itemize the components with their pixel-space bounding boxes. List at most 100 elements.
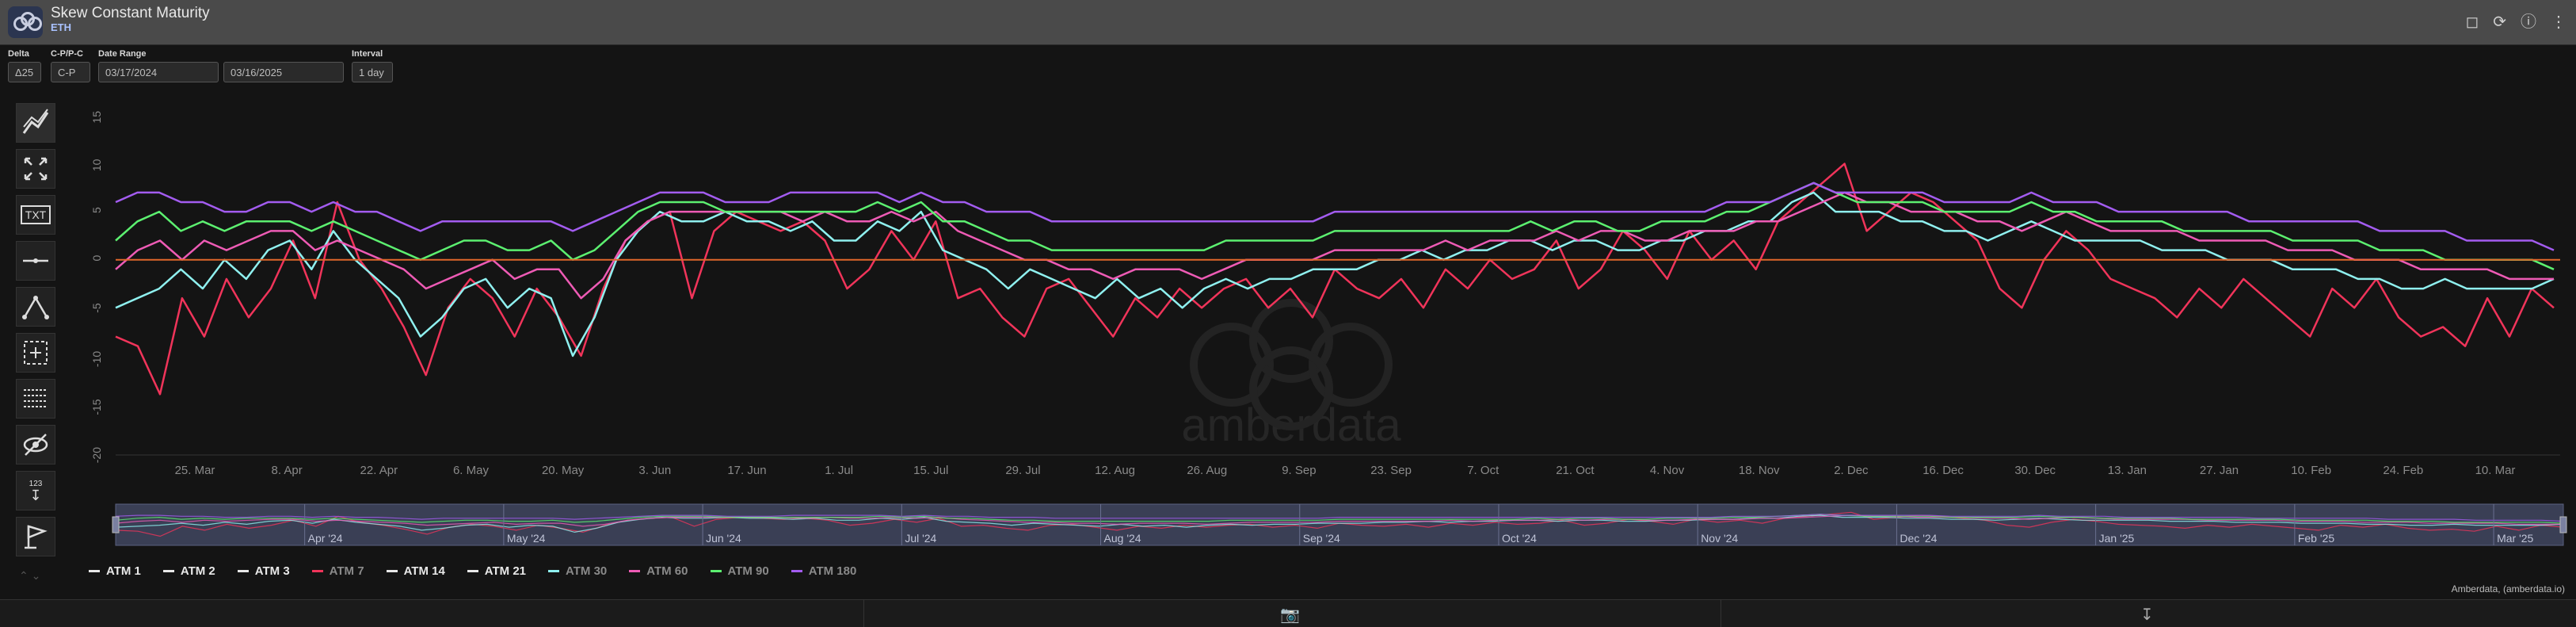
start-date-input[interactable]: 03/17/2024 <box>98 62 219 82</box>
x-tick-label: 13. Jan <box>2108 464 2147 477</box>
x-tick-label: 10. Feb <box>2291 464 2331 477</box>
download-icon[interactable]: ↧ <box>2140 606 2154 624</box>
drawing-toolbar: TXT 123 ↧ <box>16 103 59 563</box>
legend-swatch <box>386 570 398 572</box>
legend-item-atm-21[interactable]: ATM 21 <box>467 564 526 578</box>
end-date-input[interactable]: 03/16/2025 <box>223 62 344 82</box>
legend-item-atm-7[interactable]: ATM 7 <box>311 564 364 578</box>
delta-control: Delta Δ25 <box>8 49 41 82</box>
trend-line-icon <box>22 109 49 134</box>
legend-label: ATM 180 <box>808 564 857 578</box>
x-tick-label: 9. Sep <box>1282 464 1316 477</box>
navigator-tick-label: Mar '25 <box>2497 532 2533 545</box>
legend-label: ATM 30 <box>566 564 608 578</box>
pattern-icon <box>22 296 49 319</box>
x-tick-label: 3. Jun <box>638 464 671 477</box>
trend-line-tool[interactable] <box>16 103 55 143</box>
measure-tool[interactable]: 123 ↧ <box>16 471 55 510</box>
legend-item-atm-90[interactable]: ATM 90 <box>710 564 769 578</box>
legend-item-atm-30[interactable]: ATM 30 <box>548 564 607 578</box>
navigator-handle-right[interactable] <box>2559 516 2567 533</box>
legend-item-atm-3[interactable]: ATM 3 <box>237 564 290 578</box>
navigator-line-atm-30 <box>115 514 2564 533</box>
interval-control: Interval 1 day <box>352 49 393 82</box>
toolbar-collapse-icon[interactable]: ⌃ ⌄ <box>19 569 41 582</box>
legend-swatch <box>629 570 641 572</box>
legend-swatch <box>89 570 100 572</box>
navigator-tick-label: Jun '24 <box>706 532 741 545</box>
x-tick-label: 25. Mar <box>175 464 215 477</box>
x-tick-label: 27. Jan <box>2200 464 2239 477</box>
interval-label: Interval <box>352 49 383 59</box>
bookmark-icon[interactable]: ◻ <box>2465 13 2479 31</box>
select-area-icon <box>24 341 48 365</box>
navigator-line-atm-60 <box>115 514 2563 527</box>
series-line-atm-60 <box>115 191 2554 300</box>
navigator-line-atm-90 <box>115 514 2564 524</box>
navigator-tick-label: Feb '25 <box>2298 532 2334 545</box>
legend-swatch <box>311 570 323 572</box>
zoom-tool[interactable] <box>16 149 55 189</box>
legend-item-atm-2[interactable]: ATM 2 <box>162 564 215 578</box>
legend: ATM 1 ATM 2 ATM 3 ATM 7 ATM 14 ATM 21 ATM 30 AT… <box>89 564 856 578</box>
x-tick-label: 12. Aug <box>1095 464 1135 477</box>
delta-label: Delta <box>8 49 29 59</box>
info-icon[interactable]: ⓘ <box>2521 13 2536 31</box>
cpc-select[interactable]: C-P <box>51 62 90 82</box>
legend-label: ATM 60 <box>646 564 688 578</box>
legend-item-atm-60[interactable]: ATM 60 <box>629 564 688 578</box>
date-range-control: Date Range 03/17/2024 03/16/2025 <box>98 49 344 82</box>
navigator[interactable] <box>115 503 2564 546</box>
series-line-atm-30 <box>115 191 2555 357</box>
legend-swatch <box>548 570 560 572</box>
navigator-tick-label: Sep '24 <box>1303 532 1340 545</box>
navigator-tick-label: Apr '24 <box>308 532 343 545</box>
grid-tool[interactable] <box>16 379 55 419</box>
more-icon[interactable]: ⋮ <box>2551 13 2566 31</box>
flag-tool[interactable] <box>16 517 55 556</box>
legend-item-atm-180[interactable]: ATM 180 <box>791 564 857 578</box>
legend-swatch <box>467 570 478 572</box>
series-line-atm-90 <box>115 182 2555 270</box>
navigator-tick-label: Oct '24 <box>1502 532 1537 545</box>
legend-label: ATM 3 <box>254 564 290 578</box>
delta-select[interactable]: Δ25 <box>8 62 41 82</box>
y-tick-label: 0 <box>90 255 103 262</box>
cpc-control: C-P/P-C C-P <box>51 49 90 82</box>
navigator-tick-label: Dec '24 <box>1900 532 1937 545</box>
navigator-tick-label: Jul '24 <box>905 532 936 545</box>
x-tick-label: 18. Nov <box>1739 464 1780 477</box>
navigator-tick-label: May '24 <box>507 532 546 545</box>
y-tick-label: -20 <box>90 447 103 463</box>
text-tool[interactable]: TXT <box>16 195 55 235</box>
pattern-tool[interactable] <box>16 287 55 327</box>
x-tick-label: 21. Oct <box>1556 464 1595 477</box>
refresh-icon[interactable]: ⟳ <box>2493 13 2506 31</box>
legend-item-atm-14[interactable]: ATM 14 <box>386 564 445 578</box>
credit-text: Amberdata, (amberdata.io) <box>2451 583 2565 595</box>
legend-item-atm-1[interactable]: ATM 1 <box>89 564 141 578</box>
x-tick-label: 1. Jul <box>825 464 853 477</box>
x-tick-label: 20. May <box>542 464 585 477</box>
x-tick-label: 22. Apr <box>360 464 398 477</box>
legend-swatch <box>710 570 722 572</box>
y-tick-label: 10 <box>90 159 103 171</box>
navigator-tick-label: Jan '25 <box>2099 532 2135 545</box>
legend-label: ATM 90 <box>727 564 769 578</box>
camera-icon[interactable]: 📷 <box>1280 606 1300 624</box>
select-area-tool[interactable] <box>16 333 55 373</box>
legend-label: ATM 14 <box>403 564 445 578</box>
x-tick-label: 29. Jul <box>1005 464 1040 477</box>
y-tick-label: 15 <box>90 111 103 124</box>
navigator-tick-label: Aug '24 <box>1104 532 1141 545</box>
interval-select[interactable]: 1 day <box>352 62 393 82</box>
x-tick-label: 16. Dec <box>1922 464 1964 477</box>
x-tick-label: 30. Dec <box>2014 464 2056 477</box>
hide-tool[interactable] <box>16 425 55 465</box>
horizontal-line-tool[interactable] <box>16 241 55 281</box>
measure-icon: 123 ↧ <box>29 479 43 503</box>
x-tick-label: 8. Apr <box>272 464 303 477</box>
navigator-line-atm-180 <box>115 514 2564 522</box>
navigator-handle-left[interactable] <box>112 516 120 533</box>
